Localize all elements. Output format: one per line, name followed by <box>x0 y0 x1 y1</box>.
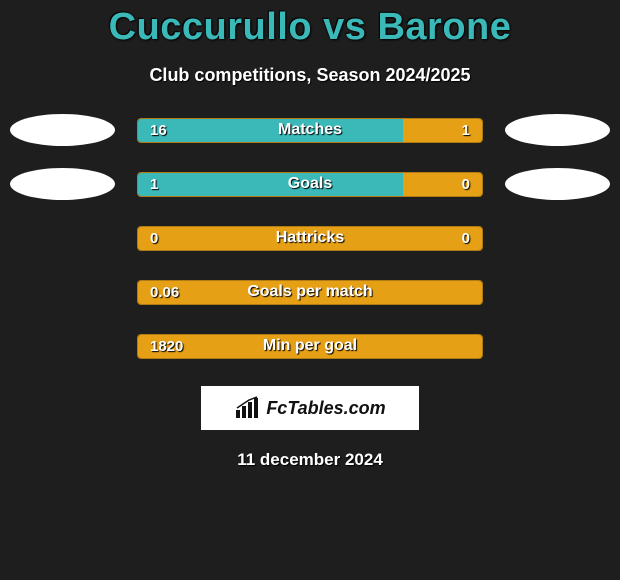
player-right-marker <box>505 114 610 146</box>
stat-value-right: 0 <box>450 227 482 250</box>
stat-row: Hattricks0 0 <box>0 222 620 254</box>
title-vs: vs <box>323 6 366 48</box>
stat-value-left: 0.06 <box>138 281 191 304</box>
stat-bar: Goals1 0 <box>137 172 483 197</box>
title-player-right: Barone <box>377 6 511 48</box>
subtitle: Club competitions, Season 2024/2025 <box>149 65 470 86</box>
date-label: 11 december 2024 <box>237 450 383 470</box>
page-title: Cuccurullo vs Barone <box>109 6 512 49</box>
stat-bar: Hattricks0 0 <box>137 226 483 251</box>
stat-label: Hattricks <box>138 227 482 250</box>
stat-row: Min per goal1820 <box>0 330 620 362</box>
bar-chart-icon <box>234 396 260 420</box>
stat-row: Goals per match0.06 <box>0 276 620 308</box>
player-right-marker <box>505 168 610 200</box>
logo-text: FcTables.com <box>266 398 385 419</box>
stat-value-left: 1820 <box>138 335 195 358</box>
stat-value-right: 0 <box>450 173 482 196</box>
stat-bar: Min per goal1820 <box>137 334 483 359</box>
stat-value-left: 0 <box>138 227 170 250</box>
stat-label: Goals <box>138 173 482 196</box>
comparison-card: Cuccurullo vs Barone Club competitions, … <box>0 0 620 580</box>
stat-bar: Goals per match0.06 <box>137 280 483 305</box>
player-left-marker <box>10 168 115 200</box>
stat-row: Goals1 0 <box>0 168 620 200</box>
player-left-marker <box>10 114 115 146</box>
stat-value-right <box>458 281 482 304</box>
stat-value-right <box>458 335 482 358</box>
fctables-logo[interactable]: FcTables.com <box>201 386 419 430</box>
stat-value-right: 1 <box>450 119 482 142</box>
stat-label: Matches <box>138 119 482 142</box>
stats-chart: Matches161Goals10Hattricks00Goals per ma… <box>0 114 620 362</box>
stat-bar: Matches16 1 <box>137 118 483 143</box>
title-player-left: Cuccurullo <box>109 6 312 48</box>
stat-value-left: 1 <box>138 173 170 196</box>
stat-value-left: 16 <box>138 119 179 142</box>
stat-row: Matches16 1 <box>0 114 620 146</box>
